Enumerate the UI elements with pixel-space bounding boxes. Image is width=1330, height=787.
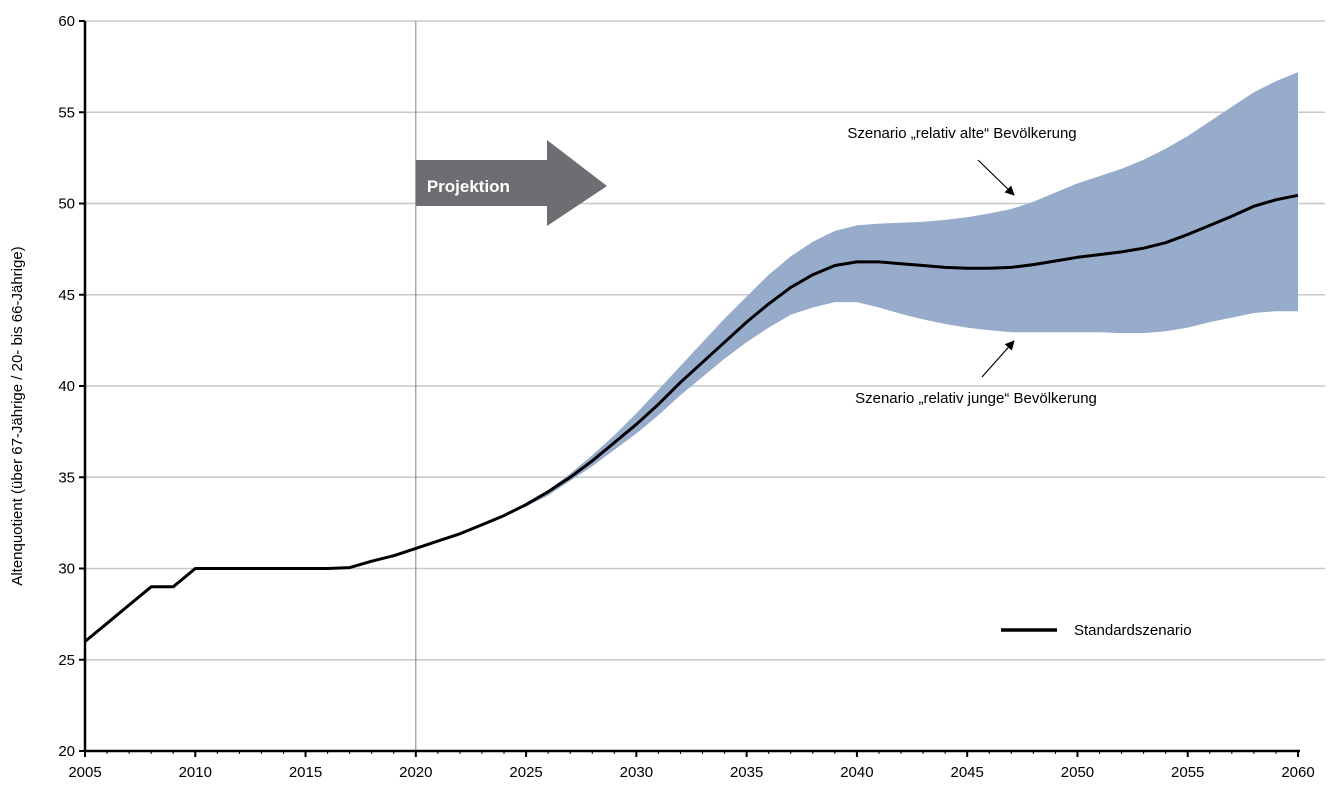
projection-arrow-shape <box>415 140 607 226</box>
x-tick-label: 2060 <box>1281 764 1314 781</box>
x-tick-label: 2020 <box>399 764 432 781</box>
x-tick-label: 2025 <box>509 764 542 781</box>
axes <box>79 20 1300 757</box>
annotation-upper-text: Szenario „relativ alte“ Bevölkerung <box>847 125 1076 142</box>
x-tick-label: 2050 <box>1061 764 1094 781</box>
x-tick-label: 2055 <box>1171 764 1204 781</box>
x-tick-label: 2040 <box>840 764 873 781</box>
annotation-upper: Szenario „relativ alte“ Bevölkerung <box>847 125 1077 196</box>
x-tick-label: 2015 <box>289 764 322 781</box>
y-tick-label: 20 <box>58 743 75 760</box>
y-tick-label: 60 <box>58 13 75 30</box>
annotation-lower-arrow <box>981 340 1015 378</box>
y-tick-label: 55 <box>58 104 75 121</box>
x-tick-label: 2005 <box>68 764 101 781</box>
y-tick-label: 40 <box>58 378 75 395</box>
x-tick-label: 2045 <box>950 764 983 781</box>
series-line-standardszenario <box>84 193 1299 643</box>
legend: Standardszenario <box>1001 622 1192 639</box>
y-tick-label: 45 <box>58 287 75 304</box>
y-axis-label: Altenquotient (über 67-Jährige / 20- bis… <box>9 246 26 585</box>
x-tick-label: 2030 <box>620 764 653 781</box>
y-tick-label: 50 <box>58 196 75 213</box>
annotation-upper-arrow <box>977 159 1015 196</box>
projection-label: Projektion <box>427 177 510 196</box>
x-tick-label: 2035 <box>730 764 763 781</box>
legend-label-standardszenario: Standardszenario <box>1074 622 1192 639</box>
y-tick-label: 30 <box>58 561 75 578</box>
projection-arrow: Projektion <box>415 140 607 226</box>
x-tick-label: 2010 <box>179 764 212 781</box>
y-tick-label: 25 <box>58 652 75 669</box>
annotation-lower: Szenario „relativ junge“ Bevölkerung <box>855 340 1097 407</box>
y-tick-label: 35 <box>58 469 75 486</box>
scenario-range-band <box>504 72 1298 516</box>
annotation-lower-text: Szenario „relativ junge“ Bevölkerung <box>855 390 1097 407</box>
